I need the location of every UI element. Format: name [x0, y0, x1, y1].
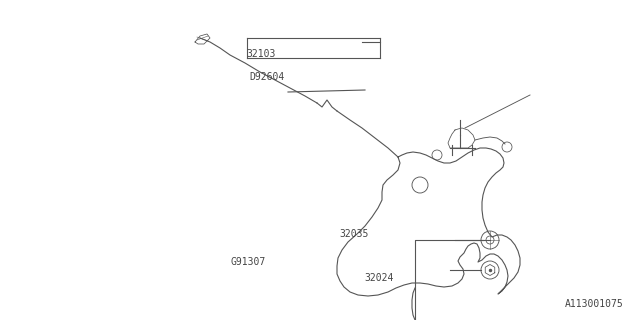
Text: 32035: 32035 — [339, 228, 369, 239]
Text: A113001075: A113001075 — [565, 299, 624, 309]
Text: 32024: 32024 — [365, 273, 394, 284]
Text: G91307: G91307 — [230, 257, 266, 268]
Text: D92604: D92604 — [250, 72, 285, 82]
Text: 32103: 32103 — [246, 49, 276, 60]
